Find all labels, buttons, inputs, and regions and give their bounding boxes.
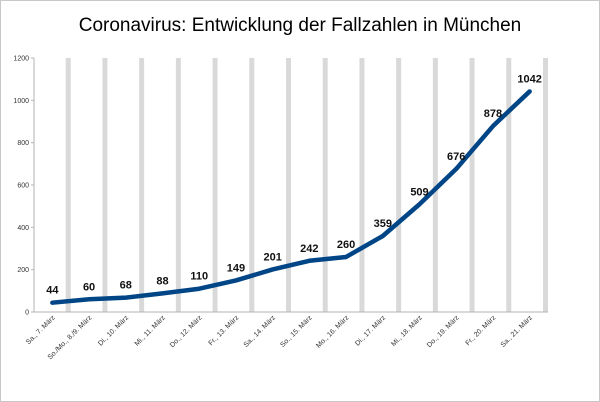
y-tick-label: 600 (17, 183, 29, 190)
x-tick-label: Fr., 20. März (465, 314, 498, 347)
grid-band (175, 58, 181, 312)
data-label: 44 (46, 285, 59, 297)
data-label: 201 (263, 251, 281, 263)
y-tick-label: 1200 (13, 56, 29, 63)
data-point (491, 124, 495, 128)
data-label: 149 (227, 262, 245, 274)
grid-band (469, 58, 475, 312)
x-tick-label: Di., 17. März (354, 314, 387, 347)
data-point (381, 234, 385, 238)
x-tick-label: Sa., 14. März (243, 314, 278, 349)
data-point (87, 297, 91, 301)
data-label: 359 (374, 218, 392, 230)
x-tick-label: Di., 10. März (97, 314, 130, 347)
chart-title: Coronavirus: Entwicklung der Fallzahlen … (78, 15, 522, 36)
data-point (271, 267, 275, 271)
grid-band (102, 58, 108, 312)
x-tick-label: Do., 19. März (426, 314, 461, 349)
grid-band (286, 58, 291, 312)
grid-band (359, 58, 365, 312)
data-label: 60 (83, 281, 95, 293)
x-tick-label: Sa., 7. März (25, 314, 57, 346)
data-label: 1042 (517, 73, 541, 85)
x-tick-label: So., 15. März (279, 314, 314, 349)
y-tick-label: 200 (17, 267, 29, 274)
grid-band (506, 58, 512, 312)
data-label: 878 (484, 108, 502, 120)
data-point (418, 202, 421, 206)
data-point (234, 278, 238, 282)
data-label: 68 (120, 280, 132, 292)
data-point (197, 287, 201, 291)
data-point (50, 301, 54, 305)
x-tick-label: Sa., 21. März (500, 314, 535, 349)
y-tick-label: 0 (25, 310, 29, 317)
y-tick-label: 800 (17, 140, 29, 147)
grid-band (543, 58, 548, 312)
grid-band (322, 58, 328, 312)
data-label: 676 (447, 151, 465, 163)
x-tick-label: Mo., 16. März (315, 314, 351, 350)
data-point (344, 255, 348, 259)
data-label: 242 (300, 243, 318, 255)
data-label: 88 (156, 275, 168, 287)
x-tick-label: Fr., 13. März (208, 314, 241, 347)
data-point (161, 291, 164, 295)
x-tick-label: Do., 12. März (169, 314, 204, 349)
series-line (50, 89, 532, 305)
grid-band (396, 58, 402, 312)
y-tick-label: 1000 (13, 98, 29, 105)
data-point (454, 167, 458, 171)
data-label: 110 (190, 271, 208, 283)
grid-band (432, 58, 438, 312)
x-tick-label: Mi., 11. März (134, 314, 168, 348)
grid-band (65, 58, 71, 312)
x-tick-label: Mi., 18. März (390, 314, 424, 348)
grid-band (212, 58, 218, 312)
grid-band (139, 58, 145, 312)
data-label: 260 (337, 239, 355, 251)
data-label: 509 (410, 186, 428, 198)
grid-band (249, 58, 255, 312)
y-tick-label: 400 (17, 225, 29, 232)
data-point (307, 259, 311, 263)
data-point (528, 89, 532, 93)
data-point (124, 296, 128, 300)
